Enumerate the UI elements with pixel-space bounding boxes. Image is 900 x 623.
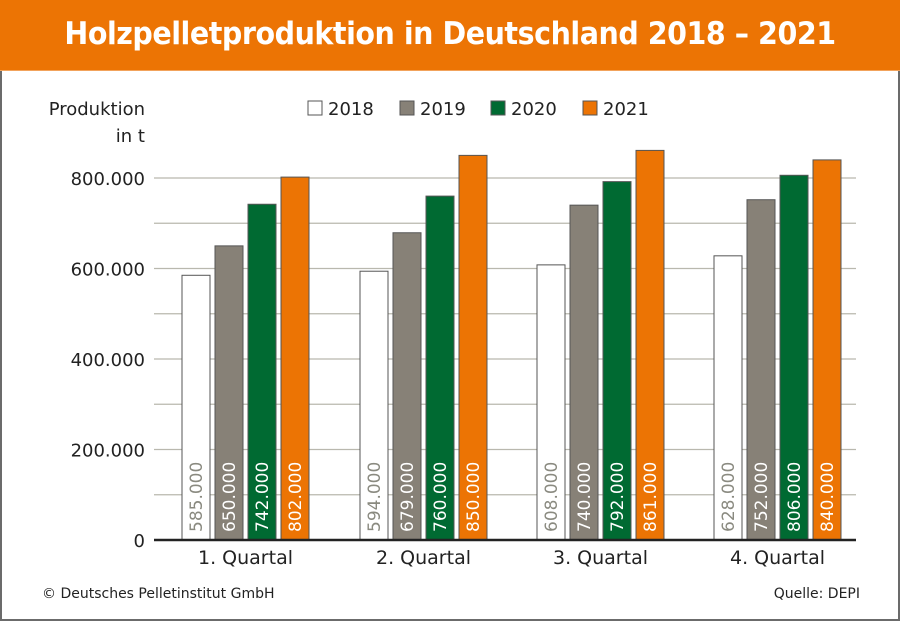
- bar-value-label: 802.000: [286, 462, 306, 532]
- y-axis: 0 200.000 400.000 600.000 800.000: [71, 169, 145, 552]
- legend: 2018 2019 2020 2021: [307, 99, 649, 120]
- chart-title: Holzpelletproduktion in Deutschland 2018…: [64, 16, 836, 52]
- y-tick-label: 0: [134, 531, 145, 552]
- bar-value-label: 760.000: [431, 462, 451, 532]
- bar-2020-q4: [779, 174, 809, 541]
- bar-value-label: 679.000: [398, 462, 418, 532]
- legend-swatch-2020: [490, 100, 506, 116]
- bar-2019-q3: [569, 204, 599, 541]
- bar-2019-q4: [746, 199, 776, 541]
- x-category-label: 4. Quartal: [730, 547, 825, 569]
- y-axis-title-line1: Produktion: [49, 99, 145, 120]
- legend-label-2019: 2019: [420, 99, 466, 120]
- bar-value-label: 742.000: [253, 462, 273, 532]
- bar-2019-q1: [214, 245, 244, 541]
- bar-value-label: 608.000: [542, 462, 562, 532]
- bar-value-label: 752.000: [752, 462, 772, 532]
- bar-value-label: 806.000: [785, 462, 805, 532]
- y-tick-label: 800.000: [71, 169, 145, 190]
- x-category-label: 1. Quartal: [198, 547, 293, 569]
- bar-value-label: 840.000: [818, 462, 838, 532]
- y-tick-label: 400.000: [71, 350, 145, 371]
- bar-value-label: 792.000: [608, 462, 628, 532]
- bar-value-label: 628.000: [719, 462, 739, 532]
- legend-swatch-2019: [399, 100, 415, 116]
- bar-value-label: 650.000: [220, 462, 240, 532]
- bar-value-label: 740.000: [575, 462, 595, 532]
- legend-label-2018: 2018: [328, 99, 374, 120]
- legend-label-2020: 2020: [511, 99, 557, 120]
- x-category-label: 3. Quartal: [553, 547, 648, 569]
- legend-label-2021: 2021: [603, 99, 649, 120]
- y-tick-label: 200.000: [71, 441, 145, 462]
- bar-2020-q1: [247, 203, 277, 541]
- bar-2018-q2: [359, 270, 389, 541]
- legend-swatch-2018: [307, 100, 323, 116]
- bar-value-label: 594.000: [365, 462, 385, 532]
- bar-2021-q2: [458, 154, 488, 541]
- x-axis: 1. Quartal 2. Quartal 3. Quartal 4. Quartal: [198, 547, 825, 569]
- bar-2018-q1: [181, 274, 211, 541]
- bar-2018-q3: [536, 264, 566, 541]
- bar-2021-q1: [280, 176, 310, 541]
- bar-2020-q3: [602, 181, 632, 541]
- bar-2019-q2: [392, 232, 422, 541]
- bar-value-label: 861.000: [641, 462, 661, 532]
- legend-swatch-2021: [582, 100, 598, 116]
- bar-value-label: 850.000: [464, 462, 484, 532]
- bar-value-label: 585.000: [187, 462, 207, 532]
- y-tick-label: 600.000: [71, 260, 145, 281]
- bars: 585.000 650.000 742.000 802.000 594.000 679.0…: [181, 149, 842, 541]
- title-banner: Holzpelletproduktion in Deutschland 2018…: [0, 0, 900, 71]
- y-axis-title-line2: in t: [116, 126, 145, 147]
- source-note: Quelle: DEPI: [773, 586, 860, 602]
- copyright-note: © Deutsches Pelletinstitut GmbH: [42, 586, 275, 602]
- bar-2020-q2: [425, 195, 455, 541]
- x-category-label: 2. Quartal: [376, 547, 471, 569]
